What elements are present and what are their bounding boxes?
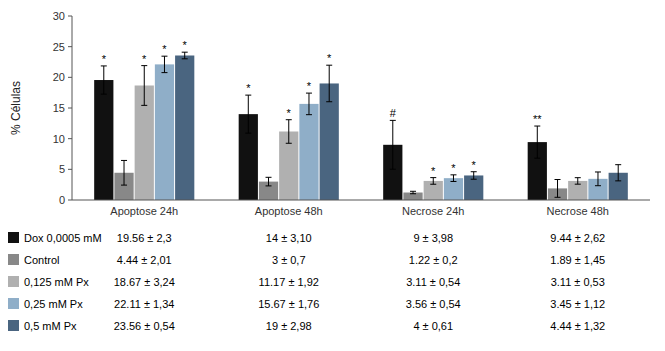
annotation: * xyxy=(183,39,188,51)
error-bar xyxy=(306,93,312,115)
annotation: * xyxy=(102,53,107,65)
error-bar xyxy=(161,56,167,72)
error-bar xyxy=(182,52,188,59)
error-bar xyxy=(471,172,477,179)
legend-label: Control xyxy=(24,254,59,266)
x-tick-label: Apoptose 24h xyxy=(110,205,178,217)
table-cell: 4 ± 0,61 xyxy=(413,320,453,332)
error-bar xyxy=(555,180,561,198)
error-bar xyxy=(575,178,581,185)
legend-swatch xyxy=(8,254,19,265)
legend-swatch xyxy=(8,276,19,287)
annotation: * xyxy=(142,53,147,65)
error-bar xyxy=(266,177,272,186)
table-cell: 15.67 ± 1,76 xyxy=(258,298,319,310)
table-cell: 1.89 ± 1,45 xyxy=(550,254,605,266)
legend-swatch xyxy=(8,298,19,309)
error-bar xyxy=(245,95,251,133)
x-tick-label: Apoptose 48h xyxy=(255,205,323,217)
table-cell: 18.67 ± 3,24 xyxy=(114,276,175,288)
table-cell: 3.11 ± 0,54 xyxy=(406,276,460,288)
annotation: * xyxy=(287,107,292,119)
table-cell: 19 ± 2,98 xyxy=(266,320,312,332)
error-bar xyxy=(534,126,540,158)
bar xyxy=(94,80,113,200)
y-tick-label: 20 xyxy=(53,71,65,83)
error-bar xyxy=(286,120,292,144)
y-tick-label: 15 xyxy=(53,102,65,114)
annotation: * xyxy=(307,80,312,92)
error-bar xyxy=(326,65,332,102)
legend-swatch xyxy=(8,320,19,331)
legend-label: 0,25 mM Px xyxy=(24,298,83,310)
annotation: * xyxy=(451,162,456,174)
table-cell: 9.44 ± 2,62 xyxy=(550,232,605,244)
legend-label: Dox 0,0005 mM xyxy=(24,232,102,244)
annotation: * xyxy=(327,52,332,64)
table-cell: 4.44 ± 2,01 xyxy=(117,254,172,266)
table-cell: 11.17 ± 1,92 xyxy=(259,276,319,288)
table-cell: 1.22 ± 0,2 xyxy=(409,254,458,266)
x-tick-label: Necrose 48h xyxy=(547,205,609,217)
bar xyxy=(299,104,318,200)
y-tick xyxy=(68,46,72,47)
legend-swatch xyxy=(8,232,19,243)
y-tick xyxy=(68,16,72,17)
table-cell: 3 ± 0,7 xyxy=(272,254,306,266)
error-bar xyxy=(101,66,107,94)
annotation: # xyxy=(390,107,397,119)
y-tick xyxy=(68,169,72,170)
plot-area xyxy=(94,52,628,200)
error-bar xyxy=(390,120,396,169)
error-bar xyxy=(450,175,456,182)
error-bar xyxy=(121,160,127,185)
error-bar xyxy=(615,165,621,181)
annotation: * xyxy=(162,43,167,55)
x-axis xyxy=(72,200,650,201)
y-tick xyxy=(68,77,72,78)
y-axis xyxy=(72,16,73,200)
y-tick xyxy=(68,108,72,109)
table-cell: 14 ± 3,10 xyxy=(266,232,312,244)
error-bar xyxy=(141,66,147,106)
table-cell: 22.11 ± 1,34 xyxy=(114,298,174,310)
legend-label: 0,5 mM Px xyxy=(24,320,77,332)
y-tick-label: 30 xyxy=(53,10,65,22)
error-bar xyxy=(595,172,601,186)
legend-label: 0,125 mM Px xyxy=(24,276,89,288)
annotation: * xyxy=(472,159,477,171)
x-tick-label: Necrose 24h xyxy=(402,205,464,217)
y-tick-label: 10 xyxy=(53,133,65,145)
bar xyxy=(175,55,194,200)
annotation: * xyxy=(246,82,251,94)
y-axis-label: % Células xyxy=(9,81,23,135)
table-cell: 23.56 ± 0,54 xyxy=(114,320,175,332)
annotation: ** xyxy=(533,113,542,125)
error-bar xyxy=(430,178,436,185)
annotation: * xyxy=(431,165,436,177)
y-tick xyxy=(68,200,72,201)
table-cell: 3.56 ± 0,54 xyxy=(406,298,461,310)
table-cell: 3.45 ± 1,12 xyxy=(550,298,605,310)
y-tick-label: 5 xyxy=(59,163,65,175)
y-tick-label: 25 xyxy=(53,41,65,53)
bar xyxy=(155,64,174,200)
y-tick xyxy=(68,138,72,139)
table-cell: 4.44 ± 1,32 xyxy=(550,320,605,332)
y-tick-label: 0 xyxy=(59,194,65,206)
table-cell: 3.11 ± 0,53 xyxy=(551,276,605,288)
error-bar xyxy=(410,191,416,193)
table-cell: 9 ± 3,98 xyxy=(413,232,453,244)
table-cell: 19.56 ± 2,3 xyxy=(117,232,172,244)
